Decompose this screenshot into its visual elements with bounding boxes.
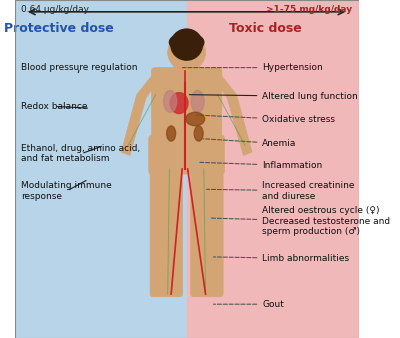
Bar [187, 0, 359, 338]
Text: Altered lung function: Altered lung function [190, 92, 358, 101]
Text: Modulating immune
response: Modulating immune response [22, 180, 112, 201]
Text: Increased creatinine
and diurese: Increased creatinine and diurese [207, 181, 355, 201]
Text: Hypertension: Hypertension [182, 63, 323, 72]
Text: Toxic dose: Toxic dose [229, 22, 302, 35]
FancyBboxPatch shape [150, 165, 182, 297]
Polygon shape [121, 72, 162, 155]
Ellipse shape [164, 90, 177, 112]
Text: Altered oestrous cycle (♀)
Decreased testosterone and
sperm production (♂): Altered oestrous cycle (♀) Decreased tes… [210, 207, 390, 236]
Text: Oxidative stress: Oxidative stress [196, 115, 335, 124]
Text: 0.64 μg/kg/day: 0.64 μg/kg/day [22, 5, 90, 14]
FancyBboxPatch shape [152, 68, 222, 147]
Text: Anemia: Anemia [203, 139, 297, 148]
Text: Protective dose: Protective dose [4, 22, 114, 35]
Text: >1-75 mg/kg/day: >1-75 mg/kg/day [266, 5, 352, 14]
FancyBboxPatch shape [174, 56, 199, 75]
Ellipse shape [186, 112, 205, 126]
Ellipse shape [194, 126, 203, 141]
Circle shape [168, 34, 206, 71]
Text: Gout: Gout [214, 300, 284, 309]
Text: Limb abnormalities: Limb abnormalities [214, 254, 350, 263]
Ellipse shape [167, 126, 176, 141]
Text: Redox balance: Redox balance [22, 102, 88, 111]
Polygon shape [212, 72, 252, 155]
Circle shape [170, 28, 203, 61]
Text: Blood pressure regulation: Blood pressure regulation [22, 63, 138, 73]
Text: Inflammation: Inflammation [200, 161, 322, 170]
Bar [14, 0, 187, 338]
Text: Ethanol, drug, amino acid,
and fat metabolism: Ethanol, drug, amino acid, and fat metab… [22, 144, 141, 164]
FancyBboxPatch shape [191, 165, 223, 297]
Ellipse shape [191, 90, 204, 112]
Ellipse shape [170, 93, 188, 114]
FancyBboxPatch shape [149, 135, 224, 174]
Ellipse shape [170, 33, 204, 52]
